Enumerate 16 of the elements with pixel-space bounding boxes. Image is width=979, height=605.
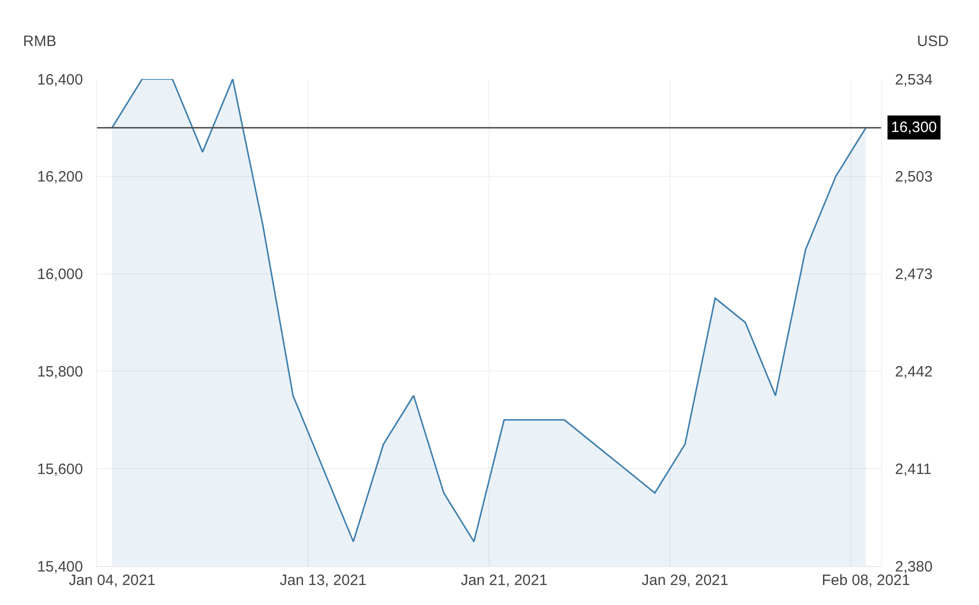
x-tick-label: Jan 29, 2021: [642, 572, 728, 589]
y2-tick-label: 2,411: [895, 460, 932, 478]
x-tick-label: Jan 21, 2021: [460, 572, 548, 589]
y-tick-label: 16,400: [37, 71, 83, 88]
y2-tick-label: 2,473: [895, 266, 933, 284]
y-tick-label: 16,200: [37, 168, 83, 186]
y2-tick-label: 2,534: [895, 71, 933, 88]
y-tick-label: 15,800: [37, 363, 83, 380]
ref-line-label: 16,300: [891, 119, 937, 136]
y2-tick-label: 2,442: [895, 363, 933, 380]
y2-axis-title: USD: [917, 33, 949, 50]
y-tick-label: 15,600: [37, 460, 83, 478]
x-tick-label: Jan 13, 2021: [280, 572, 367, 589]
y-axis-title: RMB: [23, 33, 56, 50]
y2-tick-label: 2,503: [895, 168, 933, 186]
y-tick-label: 16,000: [37, 266, 83, 284]
